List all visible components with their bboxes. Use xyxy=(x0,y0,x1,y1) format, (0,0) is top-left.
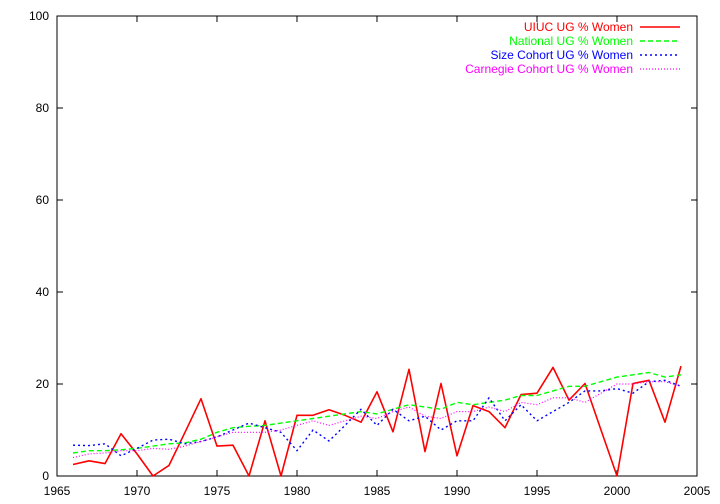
series-line-national-ug-women xyxy=(72,371,682,454)
x-tick-label: 1995 xyxy=(524,484,551,498)
x-tick-label: 1990 xyxy=(444,484,471,498)
y-tick-label: 100 xyxy=(29,9,49,23)
plot-frame xyxy=(56,15,698,477)
x-tick-label: 1970 xyxy=(124,484,151,498)
x-tick-label: 1965 xyxy=(44,484,71,498)
axis-ticks: 1965 1970 1975 1980 1985 1990 1995 2000 2005 0 20 4… xyxy=(29,9,711,498)
y-tick-label: 40 xyxy=(36,285,50,299)
y-tick-label: 80 xyxy=(36,101,50,115)
x-tick-label: 1975 xyxy=(204,484,231,498)
legend-label-national-ug-women: National UG % Women xyxy=(509,34,633,48)
series-line-size-cohort-ug-women xyxy=(72,379,682,457)
series-line-carnegie-cohort-ug-women xyxy=(72,381,682,459)
legend-label-size-cohort-ug-women: Size Cohort UG % Women xyxy=(491,48,634,62)
series-lines xyxy=(72,365,682,477)
y-tick-label: 20 xyxy=(36,377,50,391)
x-tick-label: 1980 xyxy=(284,484,311,498)
y-tick-label: 0 xyxy=(42,469,49,483)
x-tick-label: 2005 xyxy=(684,484,711,498)
legend-label-carnegie-cohort-ug-women: Carnegie Cohort UG % Women xyxy=(465,62,633,76)
y-tick-label: 60 xyxy=(36,193,50,207)
series-line-uiuc-ug-women xyxy=(72,365,682,477)
legend-label-uiuc-ug-women: UIUC UG % Women xyxy=(524,20,633,34)
x-tick-label: 2000 xyxy=(604,484,631,498)
x-tick-label: 1985 xyxy=(364,484,391,498)
